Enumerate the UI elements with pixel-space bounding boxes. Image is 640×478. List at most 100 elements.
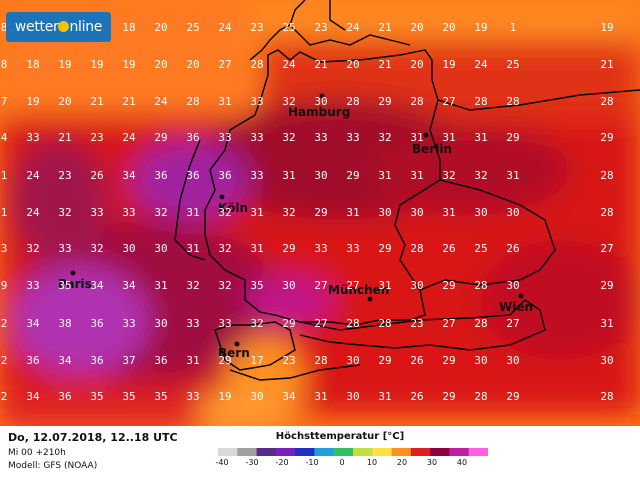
temp-value: 18 [122, 21, 135, 34]
legend-tick-label: 0 [339, 458, 345, 467]
temp-value: 1 [1, 206, 8, 219]
temp-value: 30 [346, 390, 359, 403]
temp-value: 17 [250, 354, 263, 367]
temp-value: 33 [122, 206, 135, 219]
temp-value: 33 [122, 317, 135, 330]
legend-tick-label: -20 [275, 458, 289, 467]
city-label-muenchen: München [328, 283, 389, 297]
temp-value: 19 [600, 21, 613, 34]
temp-value: 32 [218, 242, 231, 255]
temperature-values: 8181818182025242325232421202019119818191… [1, 21, 614, 403]
temp-value: 19 [90, 58, 103, 71]
temp-value: 32 [186, 279, 199, 292]
koeln-marker [219, 194, 225, 200]
temp-value: 28 [314, 354, 327, 367]
temp-value: 27 [506, 317, 519, 330]
temp-value: 29 [218, 354, 231, 367]
temp-value: 31 [442, 206, 455, 219]
temp-value: 2 [1, 354, 8, 367]
temp-value: 24 [154, 95, 168, 108]
temp-value: 23 [90, 131, 103, 144]
temp-value: 7 [1, 95, 8, 108]
wetteronline-logo[interactable]: wetter nline [6, 12, 111, 42]
temp-value: 23 [58, 169, 71, 182]
model-run: Mi 00 +210h [8, 448, 66, 458]
city-label-berlin: Berlin [412, 142, 452, 156]
temp-value: 32 [474, 169, 487, 182]
czech-border [419, 179, 556, 291]
austria-border [299, 299, 546, 351]
border-lines [174, 0, 640, 381]
temp-value: 34 [26, 390, 40, 403]
temp-value: 33 [314, 131, 327, 144]
temp-value: 34 [282, 390, 296, 403]
temp-value: 34 [26, 317, 40, 330]
swiss-border [214, 321, 296, 371]
temp-value: 8 [1, 58, 8, 71]
temp-value: 32 [58, 206, 71, 219]
temp-value: 20 [154, 21, 167, 34]
temp-value: 32 [442, 169, 455, 182]
forecast-date: Do, 12.07.2018, 12..18 UTC [8, 431, 178, 444]
temp-value: 31 [186, 242, 199, 255]
legend-swatch [275, 448, 296, 456]
legend-swatch [372, 448, 393, 456]
temp-value: 36 [58, 390, 71, 403]
temp-value: 31 [378, 390, 391, 403]
temp-value: 26 [442, 242, 455, 255]
temp-value: 21 [90, 95, 103, 108]
temp-value: 29 [314, 206, 327, 219]
temp-value: 20 [346, 58, 359, 71]
temp-value: 29 [378, 95, 391, 108]
temp-value: 37 [122, 354, 135, 367]
temp-value: 24 [346, 21, 360, 34]
temp-value: 31 [250, 206, 263, 219]
legend-tick-label: -10 [305, 458, 319, 467]
temp-value: 30 [154, 317, 167, 330]
temp-value: 31 [346, 206, 359, 219]
temp-value: 20 [58, 95, 71, 108]
temp-value: 24 [122, 131, 136, 144]
temp-value: 20 [154, 58, 167, 71]
temp-value: 28 [186, 95, 199, 108]
temp-value: 32 [282, 131, 295, 144]
hamburg-marker [319, 93, 325, 99]
temp-value: 29 [600, 279, 613, 292]
temp-value: 31 [378, 169, 391, 182]
temp-value: 31 [600, 317, 613, 330]
legend-tick-label: 30 [426, 458, 438, 467]
temp-value: 30 [410, 279, 423, 292]
temp-value: 20 [186, 58, 199, 71]
temp-value: 21 [378, 21, 391, 34]
temp-value: 28 [410, 95, 423, 108]
temp-value: 32 [250, 317, 263, 330]
temp-value: 20 [410, 58, 423, 71]
temp-value: 31 [186, 206, 199, 219]
city-label-koeln: Köln [218, 201, 248, 215]
temp-value: 3 [1, 242, 8, 255]
temp-value: 31 [378, 279, 391, 292]
legend-swatch [314, 448, 335, 456]
city-label-bern: Bern [218, 346, 250, 360]
temperature-map: Hamburg Berlin Köln Paris München Wien B… [0, 0, 640, 426]
legend-swatch [218, 448, 238, 456]
temp-value: 32 [378, 131, 391, 144]
temp-value: 31 [282, 169, 295, 182]
temp-value: 27 [442, 317, 455, 330]
temp-value: 4 [1, 131, 8, 144]
temp-value: 23 [314, 21, 327, 34]
temp-value: 24 [26, 206, 40, 219]
temp-value: 21 [600, 58, 613, 71]
legend-color-scale [218, 448, 488, 456]
paris-marker [70, 270, 76, 276]
temp-value: 23 [250, 21, 263, 34]
temp-value: 28 [600, 390, 613, 403]
temp-value: 35 [58, 279, 71, 292]
temp-value: 20 [410, 21, 423, 34]
temp-value: 31 [218, 95, 231, 108]
temp-value: 19 [474, 21, 487, 34]
temp-value: 30 [122, 242, 135, 255]
germany-border [204, 49, 441, 326]
temp-value: 9 [1, 279, 8, 292]
